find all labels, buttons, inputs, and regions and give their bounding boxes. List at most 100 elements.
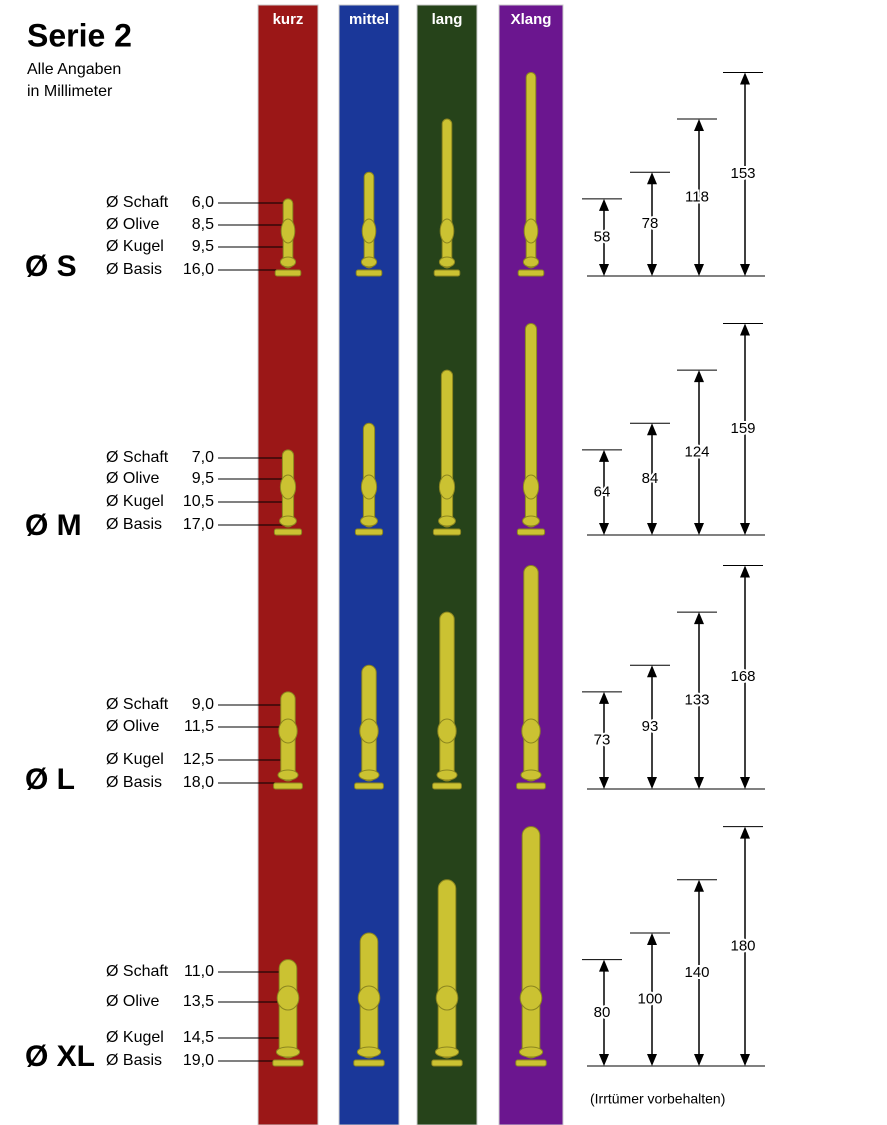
probe-olive [360, 474, 378, 500]
length-label: 133 [684, 692, 709, 709]
column-header: mittel [349, 11, 389, 28]
length-label: 180 [730, 937, 755, 954]
probe-basis [354, 782, 384, 790]
arrow-head [740, 323, 750, 336]
arrow-head [740, 264, 750, 276]
probe-shaft [441, 118, 453, 269]
arrow-head [694, 612, 704, 625]
probe-basis [515, 1059, 547, 1067]
probe [431, 879, 463, 1067]
probe-basis [516, 528, 546, 536]
probe-basis [431, 1059, 463, 1067]
column [257, 4, 319, 1125]
probe-olive [438, 474, 456, 500]
size-label: Ø XL [25, 1040, 95, 1073]
probe-olive [280, 218, 296, 244]
diameter-label: Ø Basis [106, 261, 162, 278]
footnote: (Irrtümer vorbehalten) [590, 1091, 725, 1107]
probe-basis [517, 269, 545, 277]
arrow-head [647, 264, 657, 276]
diameter-value: 16,0 [183, 261, 214, 278]
length-label: 64 [594, 483, 611, 500]
diameter-label: Ø Olive [106, 718, 159, 735]
probe-basis [433, 269, 461, 277]
probe-basis [272, 1059, 304, 1067]
arrow-head [647, 933, 657, 945]
probe [432, 611, 462, 790]
diameter-value: 14,5 [183, 1029, 214, 1046]
probe-kugel [356, 1046, 382, 1058]
diameter-value: 8,5 [192, 216, 214, 233]
length-label: 124 [684, 444, 709, 461]
probe-basis [432, 782, 462, 790]
length-label: 140 [684, 964, 709, 981]
probe-shaft [439, 611, 455, 782]
diameter-label: Ø Basis [106, 774, 162, 791]
arrow-head [647, 523, 657, 535]
arrow-head [740, 1054, 750, 1066]
probe-kugel [436, 769, 458, 781]
size-label: Ø L [25, 763, 75, 796]
probe-kugel [277, 769, 299, 781]
arrow-head [599, 777, 609, 789]
probe [273, 449, 303, 536]
probe-olive [276, 985, 300, 1011]
subtitle: in Millimeter [27, 83, 113, 100]
arrow-head [740, 826, 750, 839]
probe-basis [353, 1059, 385, 1067]
diameter-value: 9,0 [192, 696, 214, 713]
length-label: 153 [730, 165, 755, 182]
arrow-head [647, 423, 657, 436]
probe-basis [432, 528, 462, 536]
diameter-value: 18,0 [183, 774, 214, 791]
diameter-label: Ø Kugel [106, 1029, 164, 1046]
probe-basis [354, 528, 384, 536]
diameter-value: 12,5 [183, 751, 214, 768]
length-label: 100 [637, 990, 662, 1007]
arrow-head [740, 777, 750, 789]
probe-kugel [279, 256, 297, 268]
probe-olive [278, 718, 298, 744]
diameter-value: 11,0 [184, 963, 214, 980]
arrow-head [694, 523, 704, 535]
diameter-label: Ø Kugel [106, 751, 164, 768]
probe-olive [519, 985, 543, 1011]
diameter-label: Ø Schaft [106, 963, 169, 980]
diameter-label: Ø Olive [106, 470, 159, 487]
diameter-label: Ø Schaft [106, 449, 169, 466]
probe [354, 422, 384, 536]
probe-basis [516, 782, 546, 790]
diameter-label: Ø Schaft [106, 194, 169, 211]
probe-kugel [360, 256, 378, 268]
diameter-value: 13,5 [183, 993, 214, 1010]
probe-basis [274, 269, 302, 277]
arrow-head [647, 665, 657, 678]
diameter-label: Ø Olive [106, 216, 159, 233]
arrow-head [694, 1054, 704, 1066]
probe [353, 932, 385, 1067]
probe-olive [521, 718, 541, 744]
arrow-head [694, 264, 704, 276]
size-label: Ø M [25, 509, 82, 542]
length-label: 58 [594, 228, 611, 245]
diameter-label: Ø Kugel [106, 238, 164, 255]
arrow-head [694, 879, 704, 892]
length-label: 84 [642, 470, 659, 487]
probe-olive [522, 474, 540, 500]
arrow-head [694, 119, 704, 132]
diameter-value: 9,5 [192, 470, 214, 487]
length-label: 73 [594, 731, 611, 748]
probe-shaft [521, 826, 541, 1059]
probe [433, 118, 461, 277]
arrow-head [599, 449, 609, 462]
probe [273, 691, 303, 790]
probe-kugel [358, 769, 380, 781]
probe [355, 171, 383, 277]
size-label: Ø S [25, 250, 77, 283]
diameter-label: Ø Schaft [106, 696, 169, 713]
title: Serie 2 [27, 17, 132, 53]
probe-basis [273, 782, 303, 790]
length-label: 78 [642, 215, 659, 232]
arrow-head [740, 565, 750, 578]
